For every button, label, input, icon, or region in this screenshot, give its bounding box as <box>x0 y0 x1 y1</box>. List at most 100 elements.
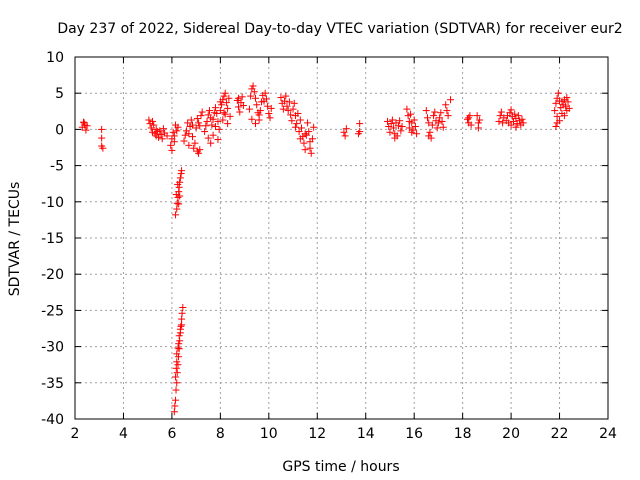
grid-lines <box>75 57 608 419</box>
data-point <box>267 104 275 112</box>
y-tick-label: 5 <box>55 86 64 102</box>
data-point <box>175 332 183 340</box>
data-point <box>306 144 314 152</box>
data-point <box>281 97 289 105</box>
data-point <box>436 114 444 122</box>
data-point <box>172 211 180 219</box>
data-point <box>175 200 183 208</box>
data-point <box>172 373 180 381</box>
data-point <box>511 110 519 118</box>
data-point <box>224 120 232 128</box>
plot-frame <box>74 56 609 420</box>
data-point <box>169 128 177 136</box>
data-point <box>225 94 233 102</box>
data-point <box>174 180 182 188</box>
data-point <box>430 112 438 120</box>
data-point <box>296 116 304 124</box>
x-axis-label: GPS time / hours <box>282 459 399 475</box>
data-point <box>159 125 167 133</box>
x-tick-label: 6 <box>167 426 176 442</box>
data-point <box>384 117 392 125</box>
data-point <box>98 125 106 133</box>
data-point <box>201 128 209 136</box>
data-point <box>168 146 176 154</box>
data-point <box>408 128 416 136</box>
data-point <box>386 128 394 136</box>
data-point <box>195 149 203 157</box>
data-point <box>387 120 395 128</box>
data-point <box>296 135 304 143</box>
data-point <box>565 104 573 112</box>
data-point <box>426 128 434 136</box>
data-point <box>410 116 418 124</box>
data-point <box>196 146 204 154</box>
data-point <box>514 112 522 120</box>
data-point <box>496 112 504 120</box>
data-point <box>264 102 272 110</box>
data-point <box>302 131 310 139</box>
y-axis-label: SDTVAR / TECUs <box>7 182 23 297</box>
data-point <box>173 369 181 377</box>
data-point <box>558 97 566 105</box>
data-point <box>219 116 227 124</box>
data-point <box>287 111 295 119</box>
data-point <box>173 199 181 207</box>
data-point <box>442 101 450 109</box>
data-point <box>340 128 348 136</box>
data-point <box>181 131 189 139</box>
data-point <box>552 123 560 131</box>
chart-title: Day 237 of 2022, Sidereal Day-to-day VTE… <box>57 21 622 37</box>
data-point <box>433 124 441 132</box>
data-point <box>341 132 349 140</box>
data-point <box>218 101 226 109</box>
data-point <box>178 167 186 175</box>
data-point <box>563 94 571 102</box>
data-point <box>396 117 404 125</box>
data-point <box>220 109 228 117</box>
data-point <box>224 104 232 112</box>
data-point <box>189 121 197 129</box>
data-point <box>443 107 451 115</box>
data-point <box>519 119 527 127</box>
data-point <box>437 109 445 117</box>
data-point <box>185 141 193 149</box>
data-point <box>265 109 273 117</box>
data-point <box>239 102 247 110</box>
y-tick-label: -35 <box>41 376 64 392</box>
data-point <box>301 146 309 154</box>
data-point <box>212 123 220 131</box>
data-point <box>245 105 253 113</box>
data-point <box>283 102 291 110</box>
data-point <box>403 105 411 113</box>
data-point <box>425 132 433 140</box>
data-point <box>173 350 181 358</box>
data-point <box>284 107 292 115</box>
data-point <box>236 108 244 116</box>
data-point <box>80 119 88 127</box>
data-point <box>497 108 505 116</box>
data-point <box>174 193 182 201</box>
data-point <box>405 124 413 132</box>
data-point <box>300 139 308 147</box>
data-point <box>98 134 106 142</box>
data-point <box>174 123 182 131</box>
data-point <box>187 116 195 124</box>
data-point <box>356 128 364 136</box>
data-point <box>397 127 405 135</box>
data-point <box>221 89 229 97</box>
data-point <box>507 106 515 114</box>
data-point <box>422 107 430 115</box>
data-point <box>438 117 446 125</box>
data-point <box>178 309 186 317</box>
y-tick-label: -5 <box>50 159 64 175</box>
data-point <box>301 130 309 138</box>
data-point <box>163 132 171 140</box>
x-tick-label: 18 <box>454 426 472 442</box>
data-point <box>398 123 406 131</box>
data-point <box>158 135 166 143</box>
data-point <box>173 358 181 366</box>
y-tick-label: -15 <box>41 231 64 247</box>
data-point <box>253 101 261 109</box>
data-point <box>214 117 222 125</box>
data-point <box>174 361 182 369</box>
